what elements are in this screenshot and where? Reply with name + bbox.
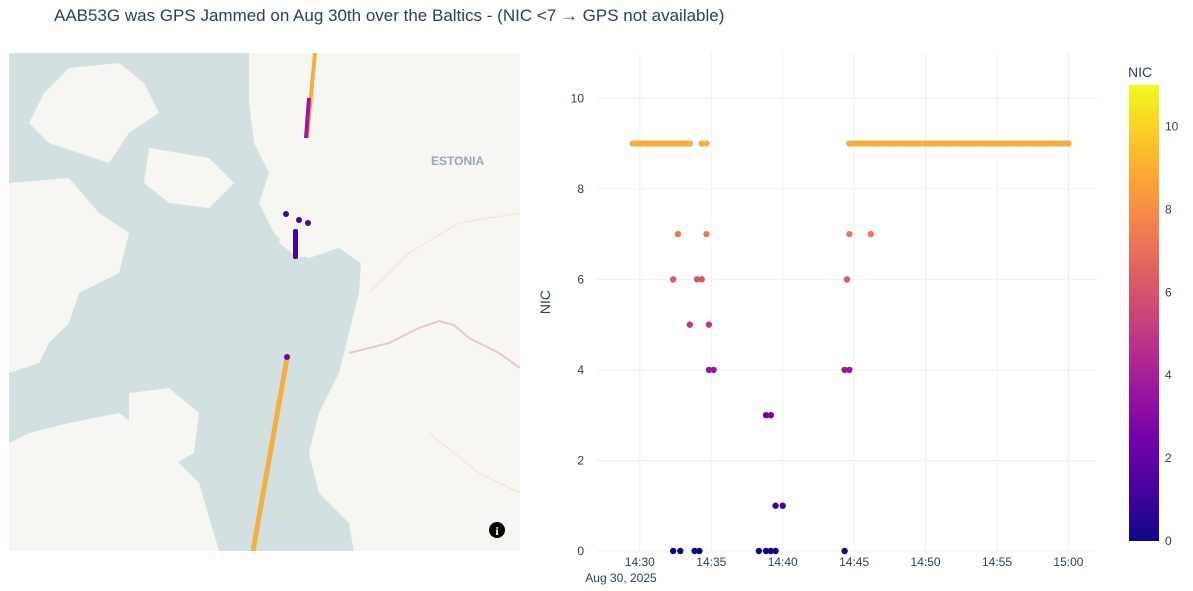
- data-point: [762, 547, 770, 555]
- y-tick-label: 4: [577, 363, 584, 377]
- data-point: [698, 276, 705, 283]
- data-point: [703, 140, 710, 147]
- data-point: [867, 230, 875, 238]
- data-point: [841, 547, 848, 555]
- data-point: [669, 276, 677, 283]
- data-point: [677, 547, 684, 555]
- y-tick-label: 2: [577, 453, 584, 467]
- data-point: [703, 230, 710, 238]
- svg-text:i: i: [495, 524, 499, 538]
- data-point: [693, 276, 701, 283]
- peninsula: [129, 388, 199, 473]
- data-point: [846, 366, 853, 374]
- x-tick-label: 15:00: [1053, 555, 1083, 569]
- colorbar-tick-label: 6: [1165, 285, 1172, 299]
- data-point: [669, 547, 677, 555]
- island-small: [9, 178, 129, 373]
- road-line: [368, 212, 520, 494]
- island-saaremaa: [29, 63, 159, 163]
- x-axis: 14:30 14:35 14:40 14:45 14:50 14:55 15:00: [625, 555, 1084, 569]
- colorbar-title: NIC: [1128, 64, 1152, 80]
- colorbar-tick-label: 0: [1165, 534, 1172, 548]
- chart-grid: [597, 53, 1097, 552]
- x-tick-label: 14:30: [625, 555, 655, 569]
- data-point: [698, 140, 705, 147]
- country-label: ESTONIA: [431, 154, 484, 168]
- track-marker: [284, 354, 290, 360]
- y-tick-label: 0: [577, 544, 584, 558]
- x-tick-date: Aug 30, 2025: [585, 571, 657, 585]
- info-icon[interactable]: i: [489, 522, 505, 538]
- data-point: [767, 547, 775, 555]
- colorbar-tick-label: 2: [1165, 451, 1172, 465]
- data-point: [843, 276, 851, 283]
- jammed-cluster: [283, 211, 311, 259]
- flight-track-south: [250, 357, 290, 551]
- y-tick-label: 8: [577, 182, 584, 196]
- data-point: [772, 547, 779, 555]
- x-tick-label: 14:35: [696, 555, 726, 569]
- data-points: [629, 140, 1072, 555]
- data-point: [779, 502, 786, 509]
- map-canvas[interactable]: ESTONIA i: [9, 53, 520, 551]
- data-point: [846, 230, 853, 238]
- colorbar: NIC 0 2 4 6 8 10: [1128, 64, 1179, 548]
- colorbar-tick-label: 10: [1165, 119, 1179, 133]
- flight-track-north-jam: [304, 97, 311, 139]
- border-line: [348, 319, 520, 369]
- data-point: [767, 411, 775, 419]
- data-point: [841, 366, 848, 374]
- data-point: [691, 547, 698, 555]
- page-title: AAB53G was GPS Jammed on Aug 30th over t…: [54, 6, 725, 25]
- map-panel[interactable]: ESTONIA i: [9, 53, 520, 551]
- y-tick-label: 6: [577, 272, 584, 286]
- mainland-estonia: [249, 53, 520, 551]
- x-tick-label: 14:55: [982, 555, 1012, 569]
- x-tick-label: 14:50: [911, 555, 941, 569]
- colorbar-tick-label: 4: [1165, 368, 1172, 382]
- x-tick-label: 14:40: [768, 555, 798, 569]
- x-tick-label: 14:45: [839, 555, 869, 569]
- data-point: [705, 321, 713, 328]
- data-point: [772, 502, 779, 509]
- colorbar-gradient: [1129, 85, 1159, 541]
- data-point: [686, 321, 694, 328]
- data-point: [710, 366, 717, 374]
- data-point: [674, 230, 682, 238]
- island-hiiumaa: [144, 148, 234, 208]
- data-point: [755, 547, 763, 555]
- y-tick-label: 10: [571, 91, 585, 105]
- y-axis-title: NIC: [537, 290, 553, 314]
- data-point: [762, 411, 770, 419]
- y-axis: 0 2 4 6 8 10: [571, 91, 585, 558]
- data-point: [696, 547, 703, 555]
- colorbar-tick-label: 8: [1165, 202, 1172, 216]
- data-point: [705, 366, 713, 374]
